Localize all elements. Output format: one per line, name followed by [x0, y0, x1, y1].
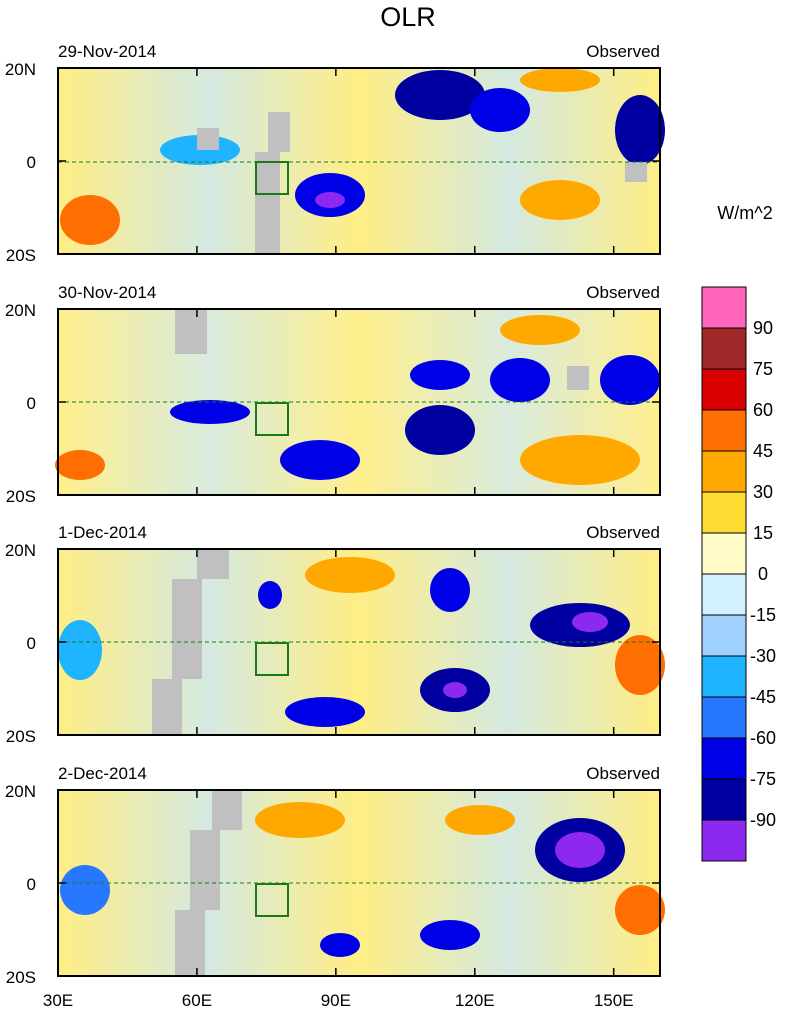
- colorbar-label: 60: [753, 400, 773, 420]
- panel-3-ytick-0: 0: [27, 634, 36, 653]
- panel-2: 30-Nov-2014 Observed 20N 0 20S: [5, 283, 661, 506]
- panel-1: 29-Nov-2014 Observed 20N 0 20S: [5, 42, 665, 265]
- panel-4-date: 2-Dec-2014: [58, 764, 147, 783]
- colorbar-cell: [701, 778, 747, 821]
- axis-ticks: 30E 60E 90E 120E 150E: [43, 67, 660, 1010]
- colorbar-cells: [701, 286, 747, 862]
- units-label: W/m^2: [717, 203, 772, 223]
- panel-2-date: 30-Nov-2014: [58, 283, 156, 302]
- panel-4: 2-Dec-2014 Observed 20N 0 20S: [5, 764, 665, 987]
- colorbar-cell: [701, 737, 747, 780]
- colorbar-label: -90: [750, 810, 776, 830]
- panel-2-ytick-20s: 20S: [6, 487, 36, 506]
- xtick-label: 60E: [182, 991, 212, 1010]
- colorbar-label: -45: [750, 687, 776, 707]
- colorbar-label: -30: [750, 646, 776, 666]
- colorbar-label: 30: [753, 482, 773, 502]
- colorbar-cell: [701, 450, 747, 493]
- colorbar-cell: [701, 532, 747, 575]
- colorbar-cell: [701, 614, 747, 657]
- panel-3-date: 1-Dec-2014: [58, 523, 147, 542]
- xtick-label: 30E: [43, 991, 73, 1010]
- colorbar-label: 0: [758, 564, 768, 584]
- panel-4-ytick-20n: 20N: [5, 782, 36, 801]
- colorbar-label: -15: [750, 605, 776, 625]
- colorbar: W/m^2 90 75 60 45 30 15 0 -15 -30 -45 -60 -75 -90: [701, 203, 776, 862]
- panel-1-ytick-20s: 20S: [6, 246, 36, 265]
- panel-2-region-box: [255, 402, 289, 436]
- panel-4-label: Observed: [586, 764, 660, 783]
- colorbar-label: -75: [750, 769, 776, 789]
- colorbar-label: 90: [753, 318, 773, 338]
- panel-2-ytick-20n: 20N: [5, 301, 36, 320]
- colorbar-label: 75: [753, 359, 773, 379]
- panel-1-label: Observed: [586, 42, 660, 61]
- xtick-label: 120E: [455, 991, 495, 1010]
- panel-3-label: Observed: [586, 523, 660, 542]
- colorbar-label: 15: [753, 523, 773, 543]
- panel-2-ytick-0: 0: [27, 394, 36, 413]
- colorbar-cell: [701, 696, 747, 739]
- panel-1-ytick-20n: 20N: [5, 60, 36, 79]
- panel-2-label: Observed: [586, 283, 660, 302]
- panel-3-region-box: [255, 642, 289, 676]
- chart-title: OLR: [380, 2, 436, 32]
- colorbar-cell: [701, 286, 747, 329]
- xtick-label: 90E: [321, 991, 351, 1010]
- panel-4-ytick-0: 0: [27, 875, 36, 894]
- xtick-label: 150E: [594, 991, 634, 1010]
- panel-3-ytick-20s: 20S: [6, 727, 36, 746]
- panel-4-ytick-20s: 20S: [6, 968, 36, 987]
- panel-3: 1-Dec-2014 Observed 20N 0 20S: [5, 523, 665, 746]
- colorbar-cell: [701, 409, 747, 452]
- colorbar-cell: [701, 573, 747, 616]
- colorbar-cell: [701, 655, 747, 698]
- colorbar-cell: [701, 327, 747, 370]
- colorbar-cell: [701, 368, 747, 411]
- panel-1-anomalies: [58, 68, 665, 254]
- colorbar-label: -60: [750, 728, 776, 748]
- panel-1-ytick-0: 0: [27, 153, 36, 172]
- colorbar-cell: [701, 491, 747, 534]
- panel-4-region-box: [255, 883, 289, 917]
- colorbar-labels: 90 75 60 45 30 15 0 -15 -30 -45 -60 -75 -90: [750, 318, 776, 830]
- panel-1-date: 29-Nov-2014: [58, 42, 156, 61]
- panel-3-ytick-20n: 20N: [5, 541, 36, 560]
- colorbar-cell: [701, 819, 747, 862]
- colorbar-label: 45: [753, 441, 773, 461]
